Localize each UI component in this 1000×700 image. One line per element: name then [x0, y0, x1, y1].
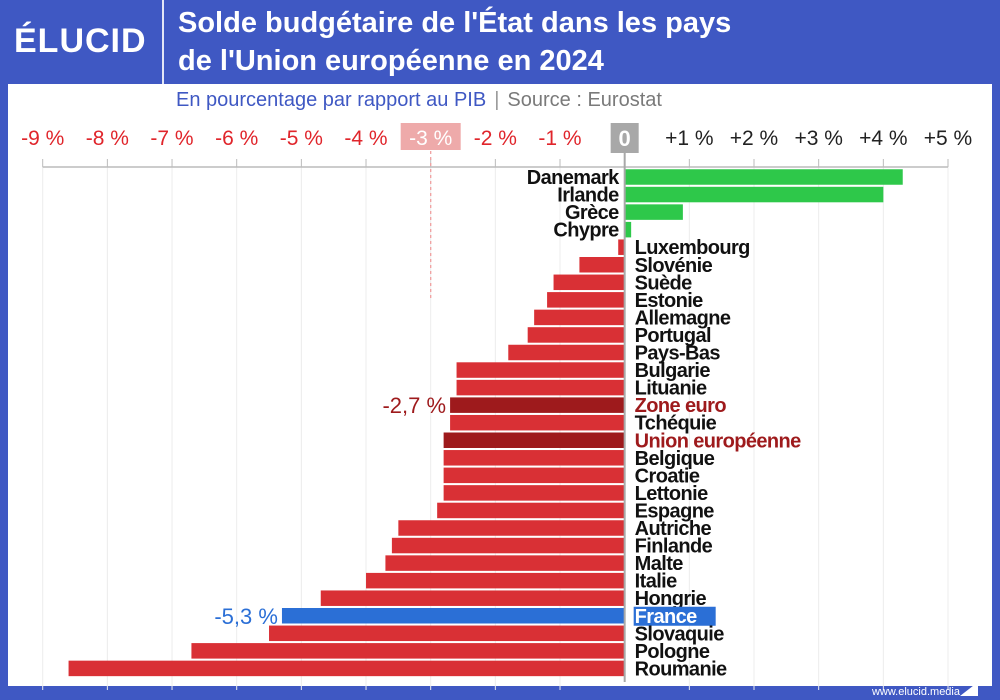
category-label: Chypre	[553, 220, 619, 242]
tick-label: -9 %	[21, 127, 64, 150]
bar-finlande	[391, 537, 625, 554]
category-label: Irlande	[557, 185, 619, 207]
tick-label: +4 %	[859, 127, 907, 150]
tick-label: 0	[619, 126, 631, 151]
bar-suède	[553, 274, 625, 291]
subtitle-separator: |	[494, 89, 500, 111]
bar-pologne	[191, 643, 625, 659]
tick-label: +3 %	[794, 127, 842, 150]
tick-label: -5 %	[280, 127, 323, 150]
tick-label: -1 %	[538, 127, 581, 150]
bar-italie	[366, 572, 625, 589]
elucid-logo: ÉLUCID	[14, 22, 147, 60]
category-label: Slovaquie	[635, 623, 725, 645]
category-label: Lettonie	[635, 483, 708, 505]
reference-tick-bg	[400, 123, 461, 150]
category-label: Croatie	[635, 465, 700, 487]
title-line-1: Solde budgétaire de l'État dans les pays	[178, 7, 732, 39]
category-label: Union européenne	[635, 430, 801, 452]
highlight-label-bg	[633, 606, 716, 626]
category-label: Zone euro	[635, 395, 727, 417]
category-label: Luxembourg	[635, 237, 750, 259]
bar-autriche	[398, 520, 625, 536]
category-label: Malte	[635, 553, 684, 575]
tick-label: -4 %	[344, 127, 387, 150]
category-label: Espagne	[635, 500, 715, 522]
zero-tick-bg	[610, 123, 639, 153]
category-label: Bulgarie	[635, 360, 711, 382]
header: ÉLUCID Solde budgétaire de l'État dans l…	[0, 0, 1000, 84]
bar-union-européenne	[443, 432, 625, 448]
tick-label: +2 %	[730, 127, 778, 150]
elucid-mark-icon	[960, 682, 978, 696]
bar-slovénie	[579, 257, 625, 273]
category-label: Allemagne	[635, 307, 731, 329]
bar-belgique	[443, 450, 625, 466]
bar-portugal	[527, 327, 625, 343]
bar-france	[281, 608, 625, 624]
category-label: Grèce	[565, 202, 619, 224]
bar-tchéquie	[450, 414, 625, 431]
footer-url[interactable]: www.elucid.media	[871, 686, 960, 698]
header-divider	[162, 0, 164, 84]
bar-danemark	[624, 169, 903, 185]
data-label: -5,3 %	[214, 604, 278, 629]
subtitle-text: En pourcentage par rapport au PIB	[176, 89, 487, 111]
category-label: Slovénie	[635, 255, 713, 277]
category-label: Hongrie	[635, 588, 707, 610]
category-label: Belgique	[635, 448, 715, 470]
tick-label: -3 %	[409, 127, 452, 150]
category-label: Pays-Bas	[635, 343, 721, 365]
category-label: Estonie	[635, 290, 704, 312]
tick-label: -6 %	[215, 127, 258, 150]
bar-espagne	[437, 502, 625, 519]
bar-chypre	[624, 221, 632, 238]
bar-lituanie	[456, 379, 625, 396]
tick-label: +1 %	[665, 127, 713, 150]
category-label: France	[635, 606, 697, 628]
title-line-2: de l'Union européenne en 2024	[178, 45, 604, 77]
bar-lettonie	[443, 485, 625, 501]
bar-slovaquie	[269, 625, 625, 642]
category-label: Portugal	[635, 325, 711, 347]
category-label: Lituanie	[635, 378, 707, 400]
category-label: Roumanie	[635, 658, 727, 680]
category-label: Italie	[635, 571, 677, 593]
category-label: Finlande	[635, 536, 713, 558]
bar-estonie	[547, 292, 625, 308]
bar-zone-euro	[450, 397, 625, 413]
bar-hongrie	[320, 590, 625, 606]
category-label: Pologne	[635, 641, 710, 663]
tick-label: -7 %	[150, 127, 193, 150]
bar-croatie	[443, 467, 625, 484]
source: Source : Eurostat	[507, 89, 662, 111]
tick-label: -8 %	[86, 127, 129, 150]
bar-roumanie	[68, 660, 625, 677]
bar-malte	[385, 555, 625, 571]
bar-pays-bas	[508, 344, 625, 361]
category-label: Autriche	[635, 518, 712, 540]
bar-irlande	[624, 186, 884, 203]
subtitle: En pourcentage par rapport au PIB | Source…	[176, 89, 662, 112]
bar-bulgarie	[456, 362, 625, 378]
category-label: Suède	[635, 272, 692, 294]
bar-grèce	[624, 204, 683, 220]
category-label: Tchéquie	[635, 413, 717, 435]
bar-allemagne	[534, 309, 625, 326]
category-label: Danemark	[527, 167, 620, 189]
bar-luxembourg	[618, 239, 625, 255]
data-label: -2,7 %	[382, 393, 446, 418]
tick-label: +5 %	[924, 127, 972, 150]
chart-title: Solde budgétaire de l'État dans les pays…	[178, 4, 731, 80]
tick-label: -2 %	[474, 127, 517, 150]
